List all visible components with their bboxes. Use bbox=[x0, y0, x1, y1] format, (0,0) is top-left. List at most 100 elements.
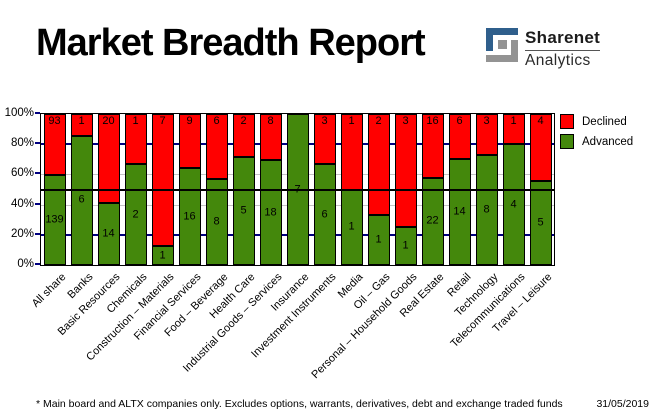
bar-label-declined: 2 bbox=[240, 115, 247, 127]
reference-line-50pct bbox=[41, 188, 554, 191]
bar-label-declined: 20 bbox=[102, 115, 115, 127]
bar-label-advanced: 8 bbox=[213, 215, 220, 228]
logo-name: Sharenet bbox=[525, 28, 601, 47]
bar-segment-declined bbox=[259, 114, 282, 161]
bar-segment-advanced bbox=[367, 214, 390, 265]
plot-area: 9313916201412719166825818736112131162261… bbox=[40, 113, 555, 266]
bar-segment-declined bbox=[124, 114, 147, 165]
bar-group: 6 14 bbox=[448, 114, 471, 265]
bar-label-advanced: 1 bbox=[159, 249, 166, 262]
bar-segment-advanced bbox=[259, 160, 282, 265]
bar-segment-advanced bbox=[205, 178, 228, 265]
bar-group: 93 139 bbox=[43, 114, 66, 265]
bar-label-advanced: 16 bbox=[183, 210, 196, 223]
bar-segment-advanced bbox=[43, 174, 66, 265]
bar-label-advanced: 2 bbox=[132, 208, 139, 221]
bar-label-declined: 6 bbox=[456, 115, 463, 127]
bar-label-advanced: 14 bbox=[453, 205, 466, 218]
bar-segment-declined bbox=[475, 114, 498, 156]
bar-segment-advanced bbox=[70, 135, 93, 265]
y-axis-tick bbox=[35, 263, 40, 265]
legend-label: Advanced bbox=[582, 135, 634, 148]
y-axis-tick bbox=[35, 142, 40, 145]
bar-segment-declined bbox=[70, 114, 93, 136]
bar-label-advanced: 4 bbox=[510, 198, 517, 211]
sharenet-logo: Sharenet Analytics bbox=[486, 28, 601, 70]
bar-segment-declined bbox=[43, 114, 66, 175]
bar-segment-advanced bbox=[97, 202, 120, 265]
bar-segment-advanced bbox=[151, 246, 174, 265]
legend-item: Advanced bbox=[560, 134, 633, 149]
legend-swatch-advanced bbox=[560, 134, 574, 149]
bar-segment-declined bbox=[232, 114, 255, 158]
bar-segment-declined bbox=[97, 114, 120, 203]
bar-label-declined: 2 bbox=[375, 115, 382, 127]
legend-label: Declined bbox=[582, 115, 627, 128]
bar-label-declined: 9 bbox=[186, 115, 193, 127]
bar-label-advanced: 1 bbox=[375, 233, 382, 246]
bar-label-declined: 16 bbox=[426, 115, 439, 127]
bar-label-declined: 93 bbox=[48, 115, 61, 127]
y-axis-tick bbox=[35, 232, 40, 235]
bar-segment-declined bbox=[448, 114, 471, 160]
bar-segment-declined bbox=[529, 114, 552, 182]
bar-label-declined: 1 bbox=[78, 115, 85, 127]
y-axis-tick bbox=[35, 202, 40, 205]
y-axis-label: 0% bbox=[17, 258, 34, 270]
bar-label-advanced: 5 bbox=[240, 204, 247, 217]
bar-segment-declined bbox=[502, 114, 525, 145]
bar-label-advanced: 5 bbox=[537, 216, 544, 229]
bar-segment-advanced bbox=[502, 144, 525, 265]
bar-label-declined: 3 bbox=[321, 115, 328, 127]
bar-label-advanced: 6 bbox=[78, 193, 85, 206]
bar-label-declined: 1 bbox=[510, 115, 517, 127]
logo-sub: Analytics bbox=[525, 52, 591, 69]
y-axis-label: 40% bbox=[10, 197, 34, 210]
y-axis-label: 60% bbox=[10, 167, 34, 180]
y-axis-label: 80% bbox=[10, 137, 34, 150]
bar-segment-advanced bbox=[529, 181, 552, 265]
bar-label-declined: 1 bbox=[132, 115, 139, 127]
bar-segment-advanced bbox=[448, 159, 471, 265]
bar-label-advanced: 8 bbox=[483, 203, 490, 216]
y-axis-label: 20% bbox=[10, 227, 34, 240]
bar-group: 8 18 bbox=[259, 114, 282, 265]
logo-text: Sharenet Analytics bbox=[525, 28, 601, 70]
report-date: 31/05/2019 bbox=[596, 398, 649, 410]
bar-label-advanced: 18 bbox=[264, 206, 277, 219]
bar-label-declined: 8 bbox=[267, 115, 274, 127]
bar-label-declined: 7 bbox=[159, 115, 166, 127]
bar-segment-advanced bbox=[178, 168, 201, 265]
legend-item: Declined bbox=[560, 114, 633, 129]
bar-label-advanced: 1 bbox=[348, 220, 355, 233]
bar-label-declined: 4 bbox=[537, 115, 544, 127]
y-axis-tick bbox=[35, 112, 40, 114]
bar-group: 9 16 bbox=[178, 114, 201, 265]
bar-segment-declined bbox=[421, 114, 444, 178]
bar-group: 20 14 bbox=[97, 114, 120, 265]
bar-label-advanced: 6 bbox=[321, 208, 328, 221]
footnote: * Main board and ALTX companies only. Ex… bbox=[36, 398, 563, 410]
bar-segment-declined bbox=[178, 114, 201, 169]
sharenet-logo-icon bbox=[486, 28, 518, 62]
bar-segment-advanced bbox=[232, 157, 255, 265]
x-axis-label: All share bbox=[29, 271, 68, 310]
bar-segment-declined bbox=[151, 114, 174, 247]
bar-label-advanced: 22 bbox=[426, 214, 439, 227]
bar-label-advanced: 1 bbox=[402, 239, 409, 252]
bar-segment-advanced bbox=[421, 177, 444, 265]
bar-segment-declined bbox=[394, 114, 417, 228]
legend-swatch-declined bbox=[560, 114, 574, 129]
logo-divider bbox=[525, 50, 601, 51]
bar-label-declined: 1 bbox=[348, 115, 355, 127]
bar-segment-advanced bbox=[394, 227, 417, 265]
legend: Declined Advanced bbox=[560, 114, 633, 154]
bar-segment-declined bbox=[313, 114, 336, 165]
